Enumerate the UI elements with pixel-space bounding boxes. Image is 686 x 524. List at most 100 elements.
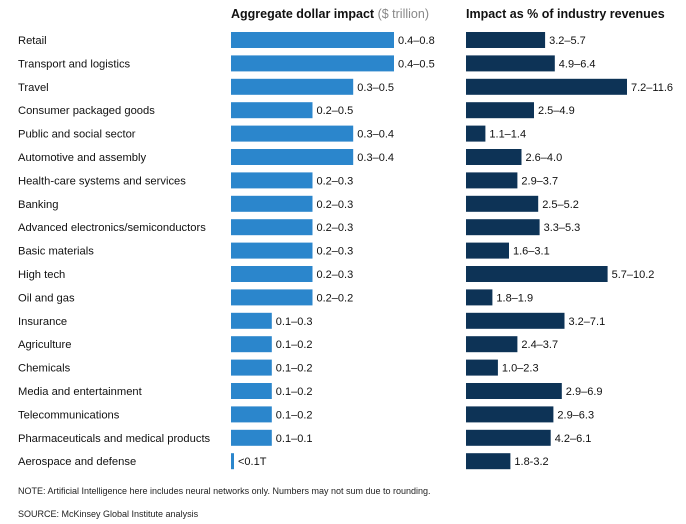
revenue-pct-label: 1.8–1.9 [496, 292, 533, 304]
category-label: Telecommunications [18, 409, 120, 421]
revenue-pct-bar [466, 102, 534, 119]
dollar-impact-label: 0.3–0.4 [357, 129, 394, 141]
dollar-impact-label: 0.2–0.2 [317, 292, 354, 304]
dollar-impact-label: 0.2–0.3 [317, 246, 354, 258]
dollar-impact-label: 0.1–0.3 [276, 316, 313, 328]
dollar-impact-label: 0.3–0.5 [357, 82, 394, 94]
dollar-impact-bar [231, 266, 313, 282]
revenue-pct-bar [466, 359, 498, 376]
dollar-impact-label: 0.1–0.2 [276, 339, 313, 351]
dollar-impact-bar [231, 312, 272, 329]
revenue-pct-label: 4.9–6.4 [559, 58, 596, 70]
revenue-pct-bar [466, 429, 551, 446]
category-label: Insurance [18, 316, 67, 328]
revenue-pct-label: 2.4–3.7 [521, 339, 558, 351]
dollar-impact-bar [231, 102, 313, 119]
left-panel-title: Aggregate dollar impact ($ trillion) [231, 7, 429, 21]
revenue-pct-bar [466, 55, 555, 72]
revenue-pct-bar [466, 219, 540, 236]
revenue-pct-bar [466, 406, 554, 423]
category-label: Aerospace and defense [18, 456, 136, 468]
dollar-impact-label: <0.1T [238, 456, 267, 468]
dollar-impact-bar [231, 336, 272, 353]
revenue-pct-bar [466, 32, 546, 48]
source-note: SOURCE: McKinsey Global Institute analys… [18, 509, 199, 519]
revenue-pct-label: 2.5–5.2 [542, 199, 579, 211]
category-label: High tech [18, 269, 65, 281]
dollar-impact-bar [231, 149, 354, 165]
dollar-impact-label: 0.2–0.3 [317, 269, 354, 281]
revenue-pct-bar [466, 149, 522, 165]
revenue-pct-label: 2.6–4.0 [526, 152, 563, 164]
revenue-pct-label: 1.8-3.2 [514, 456, 548, 468]
dollar-impact-label: 0.4–0.8 [398, 35, 435, 47]
category-label: Retail [18, 35, 47, 47]
dollar-impact-label: 0.2–0.3 [317, 199, 354, 211]
revenue-pct-label: 4.2–6.1 [555, 433, 592, 445]
left-title-text: Aggregate dollar impact [231, 7, 375, 21]
revenue-pct-bar [466, 453, 511, 470]
revenue-pct-bar [466, 266, 608, 282]
left-unit-text: ($ trillion) [377, 7, 429, 21]
dollar-impact-bar [231, 78, 354, 95]
dollar-impact-bar [231, 383, 272, 399]
category-label: Health-care systems and services [18, 175, 186, 187]
dollar-impact-label: 0.2–0.3 [317, 222, 354, 234]
revenue-pct-label: 1.1–1.4 [489, 129, 526, 141]
dollar-impact-bar [231, 359, 272, 376]
category-label: Agriculture [18, 339, 71, 351]
dollar-impact-bar [231, 406, 272, 423]
dollar-impact-bar [231, 172, 313, 189]
dollar-impact-label: 0.1–0.1 [276, 433, 313, 445]
revenue-pct-bar [466, 78, 627, 95]
category-label: Public and social sector [18, 129, 136, 141]
right-panel-title: Impact as % of industry revenues [466, 7, 665, 21]
dollar-impact-bar [231, 219, 313, 236]
revenue-pct-label: 3.2–5.7 [549, 35, 586, 47]
dollar-impact-label: 0.1–0.2 [276, 386, 313, 398]
revenue-pct-label: 1.6–3.1 [513, 246, 550, 258]
dollar-impact-bar [231, 289, 313, 306]
category-label: Pharmaceuticals and medical products [18, 433, 211, 445]
dollar-impact-label: 0.3–0.4 [357, 152, 394, 164]
revenue-pct-label: 3.3–5.3 [544, 222, 581, 234]
dollar-impact-bar [231, 453, 234, 470]
revenue-pct-label: 2.5–4.9 [538, 105, 575, 117]
revenue-pct-label: 2.9–6.3 [557, 409, 594, 421]
revenue-pct-bar [466, 289, 493, 306]
category-label: Media and entertainment [18, 386, 143, 398]
revenue-pct-label: 7.2–11.6 [631, 82, 673, 94]
revenue-pct-bar [466, 336, 518, 353]
category-label: Automotive and assembly [18, 152, 147, 164]
dollar-impact-label: 0.1–0.2 [276, 409, 313, 421]
dollar-impact-label: 0.4–0.5 [398, 58, 435, 70]
revenue-pct-bar [466, 172, 518, 189]
dollar-impact-bar [231, 242, 313, 259]
category-label: Oil and gas [18, 292, 75, 304]
dollar-impact-label: 0.1–0.2 [276, 363, 313, 375]
category-label: Consumer packaged goods [18, 105, 155, 117]
footnote: NOTE: Artificial Intelligence here inclu… [18, 486, 431, 496]
revenue-pct-bar [466, 242, 509, 259]
dollar-impact-bar [231, 55, 394, 72]
dollar-impact-bar [231, 429, 272, 446]
revenue-pct-label: 2.9–6.9 [566, 386, 603, 398]
category-label: Travel [18, 82, 49, 94]
category-label: Transport and logistics [18, 58, 131, 70]
category-label: Chemicals [18, 363, 71, 375]
revenue-pct-bar [466, 125, 486, 142]
dollar-impact-label: 0.2–0.3 [317, 175, 354, 187]
dollar-impact-bar [231, 32, 394, 48]
industry-impact-chart: Retail Transport and logistics Travel Consu… [18, 32, 673, 470]
revenue-pct-bar [466, 195, 539, 212]
dollar-impact-bar [231, 195, 313, 212]
revenue-pct-bar [466, 383, 562, 399]
revenue-pct-label: 5.7–10.2 [612, 269, 655, 281]
revenue-pct-label: 1.0–2.3 [502, 363, 539, 375]
category-label: Basic materials [18, 246, 94, 258]
dollar-impact-label: 0.2–0.5 [317, 105, 354, 117]
category-label: Banking [18, 199, 58, 211]
revenue-pct-label: 2.9–3.7 [521, 175, 558, 187]
revenue-pct-bar [466, 312, 565, 329]
dollar-impact-bar [231, 125, 354, 142]
